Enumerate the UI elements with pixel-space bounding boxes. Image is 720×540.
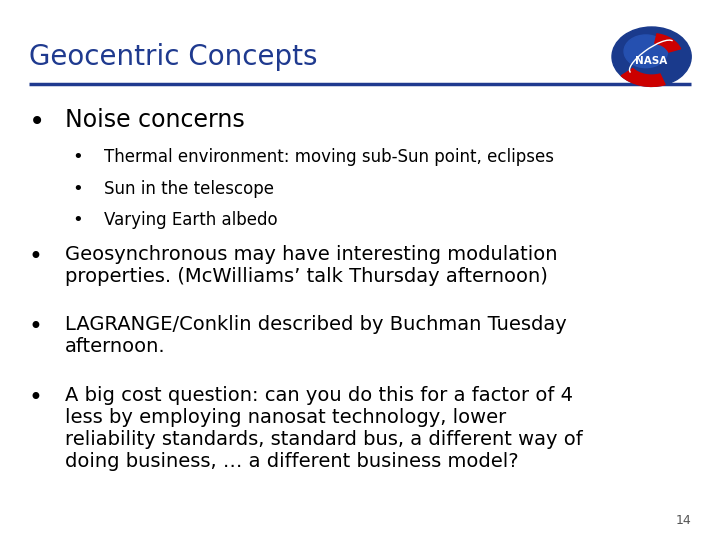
Text: •: •	[72, 180, 83, 198]
Text: Sun in the telescope: Sun in the telescope	[104, 180, 274, 198]
Text: •: •	[29, 386, 42, 409]
Text: •: •	[29, 315, 42, 339]
Text: 14: 14	[675, 514, 691, 526]
Circle shape	[612, 27, 691, 86]
Text: Noise concerns: Noise concerns	[65, 108, 245, 132]
Text: •: •	[29, 108, 45, 136]
Text: •: •	[72, 211, 83, 229]
Text: Varying Earth albedo: Varying Earth albedo	[104, 211, 278, 229]
Text: •: •	[72, 148, 83, 166]
Wedge shape	[654, 34, 680, 52]
Text: A big cost question: can you do this for a factor of 4
less by employing nanosat: A big cost question: can you do this for…	[65, 386, 582, 470]
Text: Thermal environment: moving sub-Sun point, eclipses: Thermal environment: moving sub-Sun poin…	[104, 148, 554, 166]
Text: LAGRANGE/Conklin described by Buchman Tuesday
afternoon.: LAGRANGE/Conklin described by Buchman Tu…	[65, 315, 567, 356]
Wedge shape	[621, 69, 665, 86]
Text: NASA: NASA	[636, 56, 667, 66]
Text: •: •	[29, 245, 42, 269]
Circle shape	[624, 35, 667, 68]
Text: Geocentric Concepts: Geocentric Concepts	[29, 43, 318, 71]
Text: Geosynchronous may have interesting modulation
properties. (McWilliams’ talk Thu: Geosynchronous may have interesting modu…	[65, 245, 557, 286]
